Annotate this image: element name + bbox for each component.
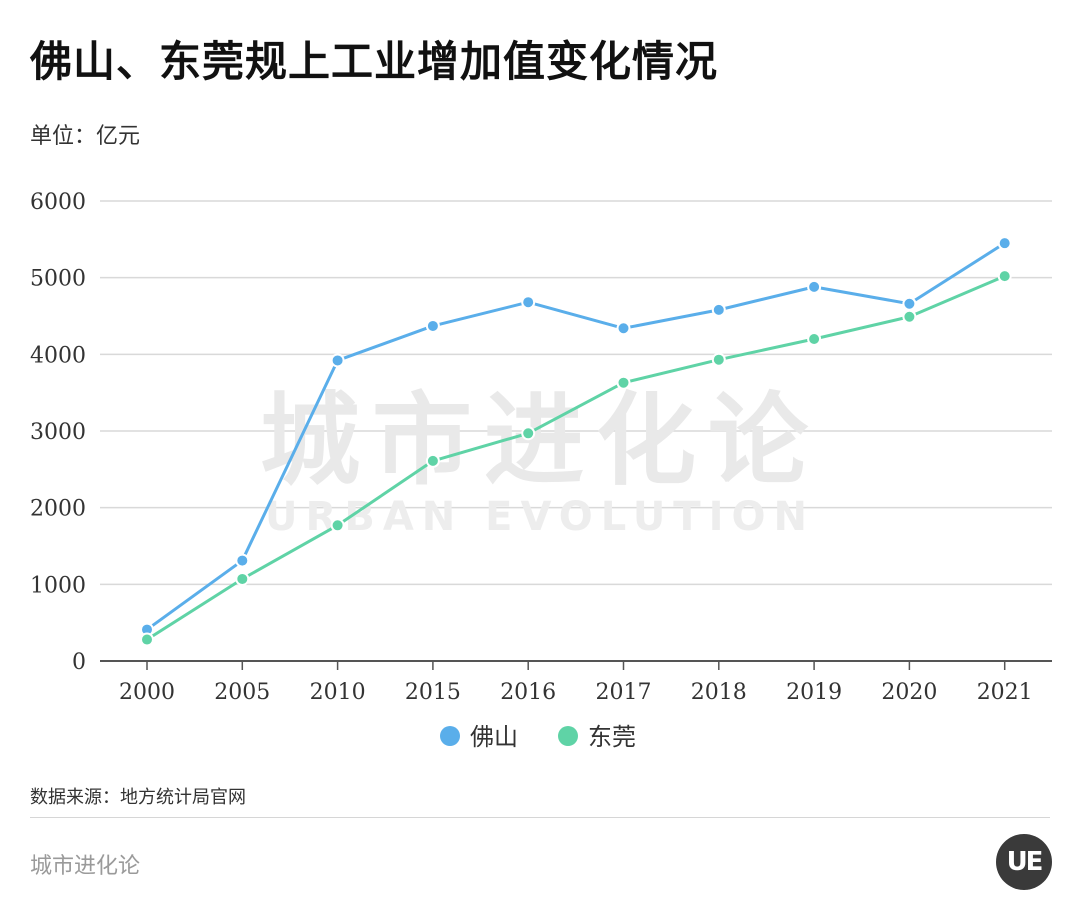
data-point — [521, 295, 536, 310]
line-chart: 城市进化论 URBAN EVOLUTION 0 1000 2000 3000 4000 5… — [30, 190, 1052, 751]
x-tick-label: 2016 — [500, 680, 556, 705]
grid-lines — [100, 200, 1052, 586]
data-point — [235, 553, 250, 568]
x-tick-label: 2005 — [214, 680, 270, 705]
data-point — [807, 332, 822, 346]
y-tick-label: 1000 — [30, 573, 86, 598]
data-source: 数据来源：地方统计局官网 — [30, 787, 246, 808]
x-tick-label: 2010 — [310, 680, 366, 705]
watermark-cn: 城市进化论 — [260, 382, 820, 499]
y-tick-label: 2000 — [30, 497, 86, 522]
x-tick-label: 2019 — [786, 680, 842, 705]
unit-label: 单位：亿元 — [30, 124, 141, 149]
legend-label: 东莞 — [588, 723, 636, 751]
brand-logo: UE — [996, 834, 1052, 890]
data-point — [521, 426, 536, 441]
x-tick-label: 2018 — [691, 680, 747, 705]
series-line-dongguan — [145, 274, 1007, 642]
data-point — [235, 571, 250, 586]
data-point — [616, 321, 631, 336]
x-tick-label: 2020 — [881, 680, 937, 705]
data-point — [711, 302, 726, 317]
y-tick-label: 3000 — [30, 420, 86, 445]
x-tick-label: 2015 — [405, 680, 461, 705]
series-line-foshan — [145, 241, 1007, 632]
data-point — [616, 375, 631, 390]
data-point — [902, 309, 917, 324]
x-tick-label: 2000 — [119, 680, 175, 705]
series — [140, 236, 1012, 647]
y-tick-label: 6000 — [30, 190, 86, 215]
legend-label: 佛山 — [470, 723, 518, 751]
legend-marker — [558, 726, 578, 746]
data-point — [711, 352, 726, 367]
chart-title: 佛山、东莞规上工业增加值变化情况 — [30, 37, 719, 86]
y-tick-label: 5000 — [30, 267, 86, 292]
data-point — [997, 236, 1012, 251]
x-tick-label: 2017 — [596, 680, 652, 705]
data-point — [902, 296, 917, 311]
data-point — [997, 269, 1012, 284]
legend-marker — [440, 726, 460, 746]
divider — [30, 817, 1050, 818]
legend: 佛山 东莞 — [440, 723, 636, 751]
axes: 0 1000 2000 3000 4000 5000 6000 2000 2005 2010 201… — [30, 190, 1052, 705]
data-point — [330, 353, 345, 368]
logo-text: UE — [1006, 847, 1044, 877]
data-point — [425, 453, 440, 468]
y-tick-label: 0 — [72, 650, 86, 675]
watermark: 城市进化论 URBAN EVOLUTION — [260, 382, 820, 540]
watermark-en: URBAN EVOLUTION — [265, 494, 815, 540]
data-point — [807, 279, 822, 294]
brand-name: 城市进化论 — [30, 854, 141, 879]
y-tick-label: 4000 — [30, 343, 86, 368]
x-tick-label: 2021 — [977, 680, 1033, 705]
data-point — [330, 518, 345, 533]
data-point — [425, 318, 440, 333]
data-point — [140, 632, 154, 647]
